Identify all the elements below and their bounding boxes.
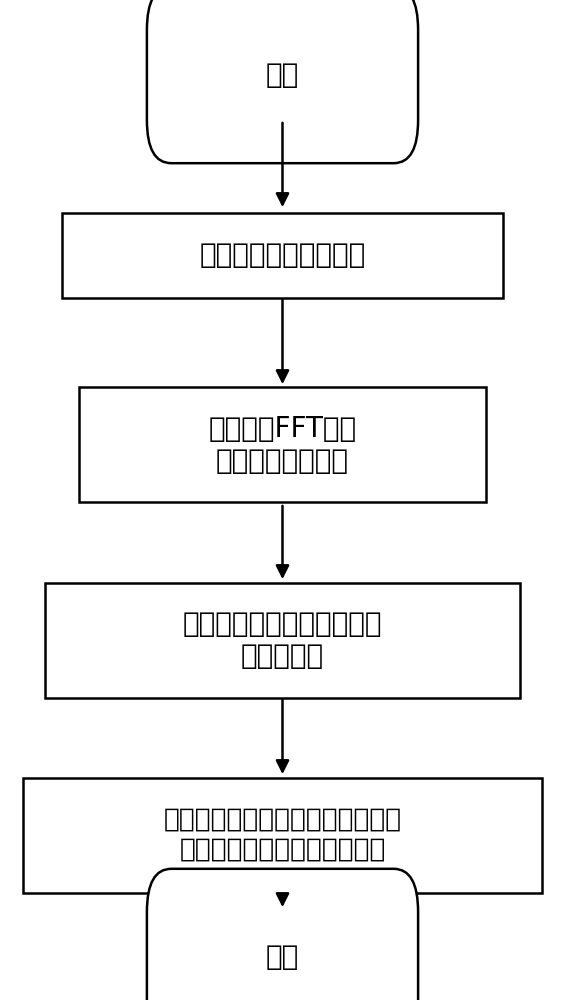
Bar <box>23 778 542 892</box>
Text: 设计次同步振荡阻尼环: 设计次同步振荡阻尼环 <box>199 241 366 269</box>
Text: 启动: 启动 <box>266 61 299 89</box>
Text: 对双馈风电机组转子侧变流器进行
自适应附加阻尼控制策略改进: 对双馈风电机组转子侧变流器进行 自适应附加阻尼控制策略改进 <box>163 807 402 863</box>
FancyBboxPatch shape <box>147 0 418 163</box>
Bar <box>62 213 503 298</box>
Text: 运用实时FFT分析
进行振荡频点跟踪: 运用实时FFT分析 进行振荡频点跟踪 <box>208 415 357 475</box>
Text: 基于跟踪频点进行阻尼环的
自适应调整: 基于跟踪频点进行阻尼环的 自适应调整 <box>182 610 383 670</box>
Bar <box>45 582 520 698</box>
Text: 结束: 结束 <box>266 943 299 971</box>
FancyBboxPatch shape <box>147 869 418 1000</box>
Bar <box>79 387 486 502</box>
